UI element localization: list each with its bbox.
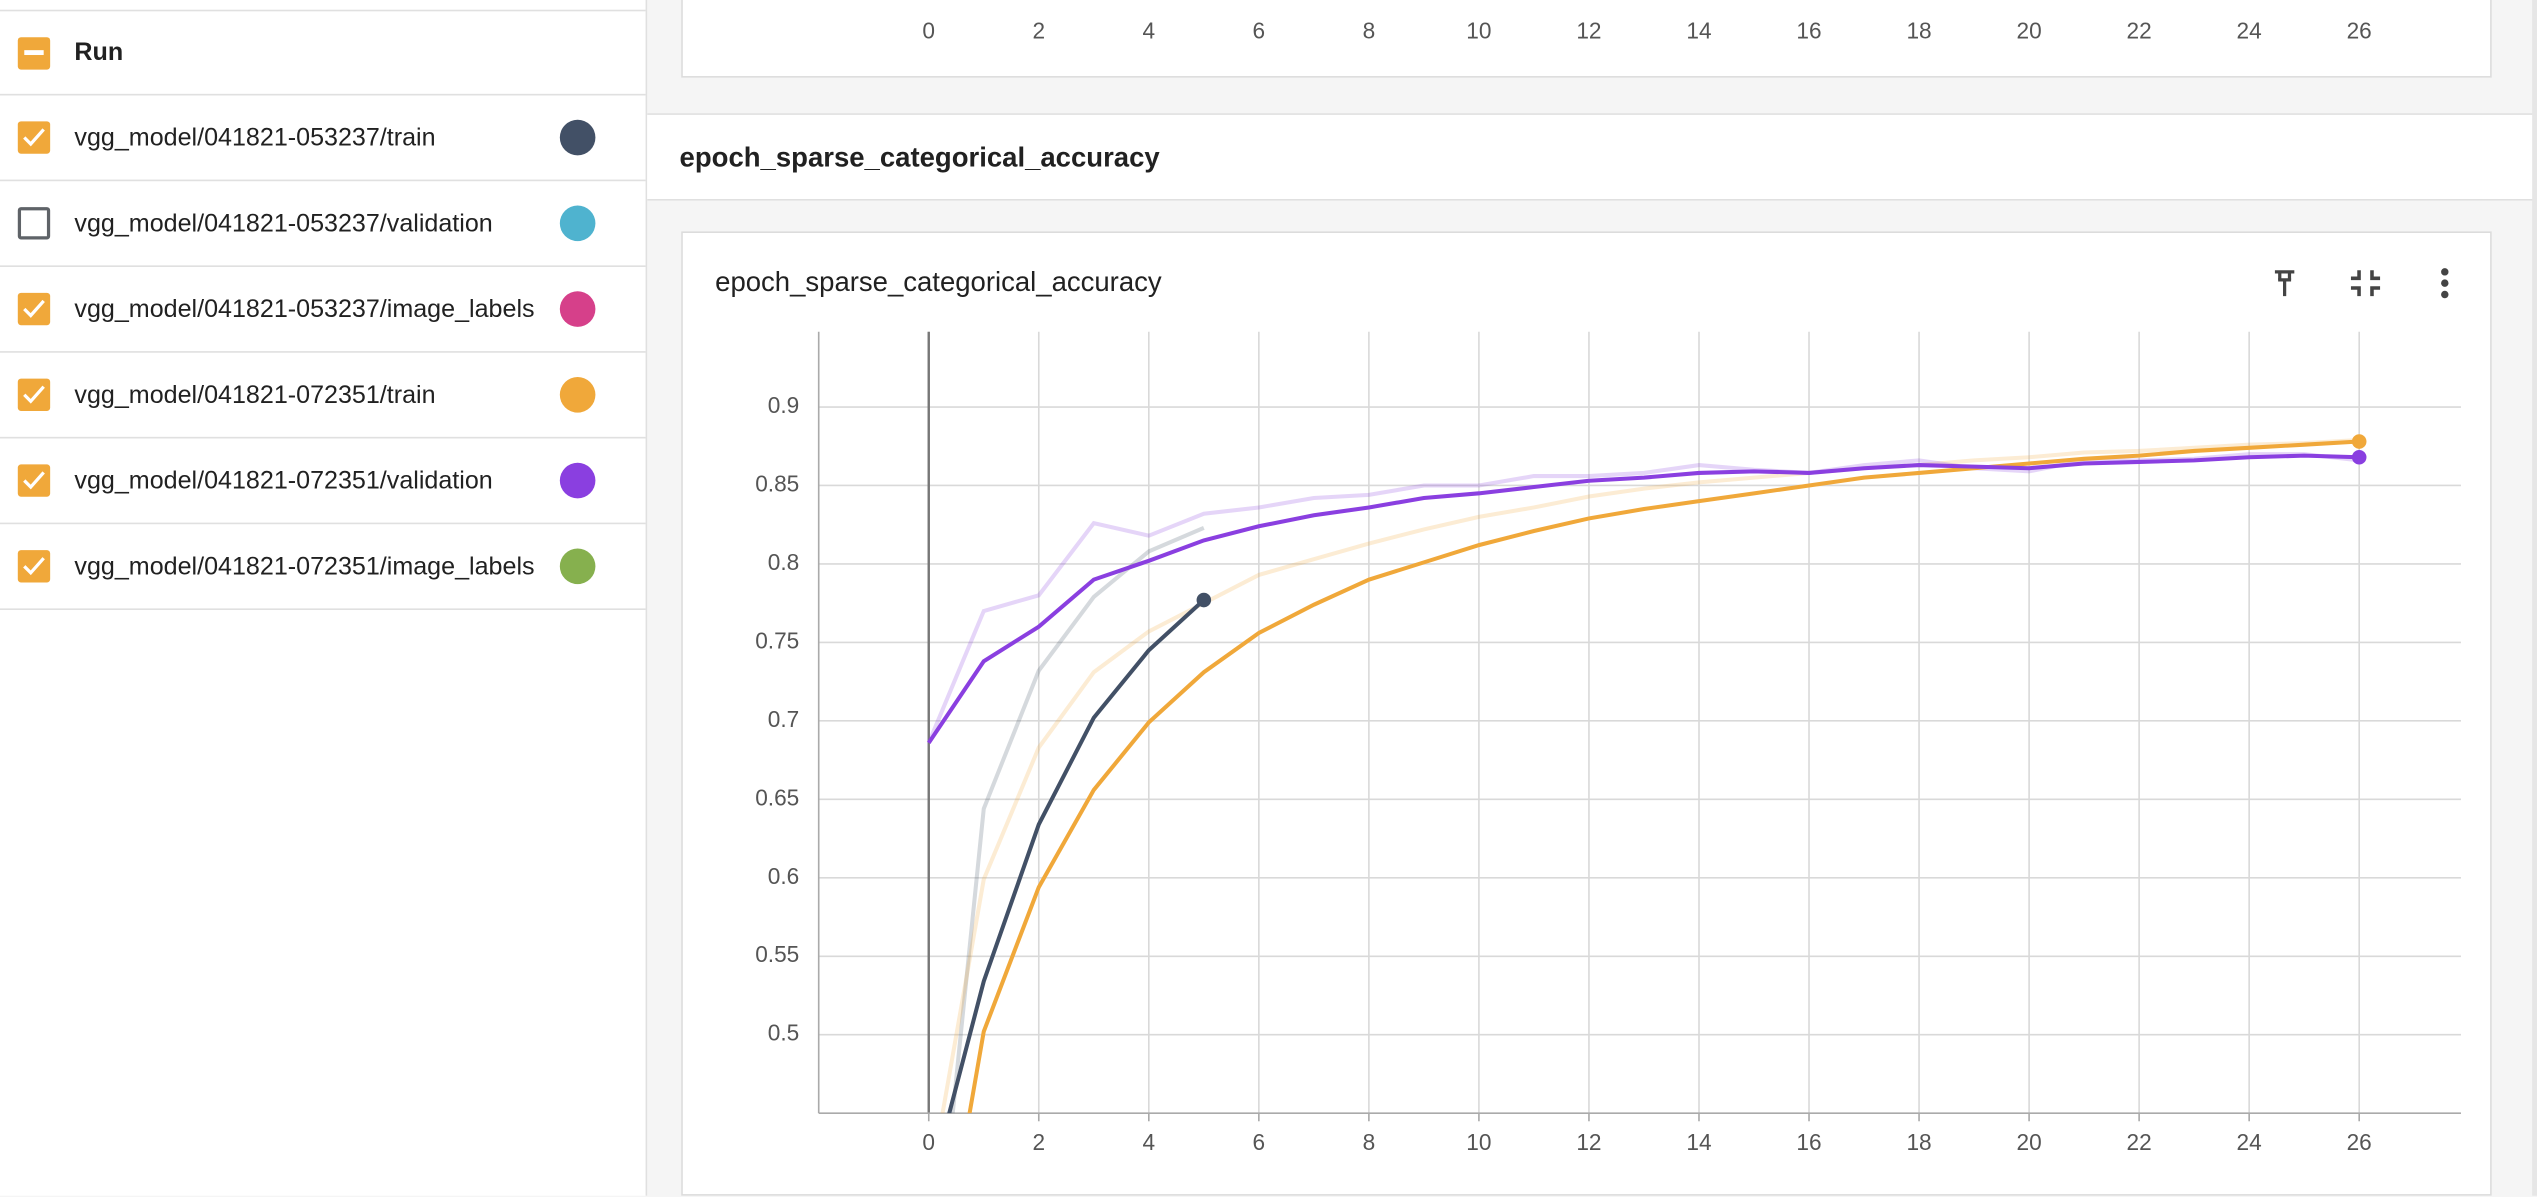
x-tick-label: 6 <box>1253 1129 1266 1155</box>
run-checkbox[interactable] <box>17 292 51 326</box>
check-icon <box>23 557 45 576</box>
x-tick-label: 22 <box>2127 1129 2152 1155</box>
x-tick-label: 24 <box>2237 1129 2262 1155</box>
collapse-button[interactable] <box>2350 270 2381 297</box>
card-toolbar <box>2274 268 2449 299</box>
previous-chart-axis: 0 2 4 6 8 10 12 14 16 18 20 22 24 26 <box>922 17 2372 43</box>
section-header: epoch_sparse_categorical_accuracy <box>647 113 2537 201</box>
run-checkbox[interactable] <box>17 550 51 583</box>
select-all-checkbox[interactable] <box>17 37 51 70</box>
x-tick-label: 26 <box>2347 17 2372 43</box>
smoothed-line <box>947 598 1206 1114</box>
y-tick-label: 0.8 <box>768 549 799 575</box>
run-name: vgg_model/041821-053237/image_labels <box>74 295 535 323</box>
x-tick-label: 4 <box>1143 1129 1156 1155</box>
main-panel: 0 2 4 6 8 10 12 14 16 18 20 22 24 26 epoch_sparse_cat… <box>647 0 2537 1196</box>
y-tick-label: 0.9 <box>768 392 799 418</box>
x-tick-label: 2 <box>1032 17 1045 43</box>
x-tick-label: 4 <box>1143 17 1156 43</box>
x-tick-label: 8 <box>1363 17 1376 43</box>
x-tick-label: 10 <box>1466 1129 1491 1155</box>
run-row: vgg_model/041821-053237/validation <box>0 181 646 267</box>
run-name: vgg_model/041821-072351/train <box>74 381 436 409</box>
x-tick-label: 12 <box>1576 1129 1601 1155</box>
run-checkbox[interactable] <box>17 378 51 411</box>
plot-area <box>926 437 2360 1114</box>
x-tick-label: 6 <box>1253 17 1266 43</box>
run-color-dot[interactable] <box>559 376 596 413</box>
y-tick-label: 0.85 <box>755 470 799 496</box>
run-name: vgg_model/041821-053237/train <box>74 123 436 152</box>
end-point <box>2351 434 2367 449</box>
raw-line <box>940 437 2360 1114</box>
x-tick-label: 16 <box>1796 17 1821 43</box>
raw-line <box>950 525 1205 1114</box>
run-selector: Run vgg_model/041821-053237/train vgg_mod… <box>0 0 648 1196</box>
y-tick-label: 0.65 <box>755 784 799 810</box>
x-tick-label: 0 <box>922 17 935 43</box>
check-icon <box>23 471 45 490</box>
x-tick-label: 20 <box>2016 1129 2041 1155</box>
chart: 0 2 4 6 8 10 12 14 16 18 20 22 24 260.50.550.60.650.7… <box>755 331 2461 1155</box>
run-row: vgg_model/041821-072351/image_labels <box>0 524 646 610</box>
more-menu-button[interactable] <box>2441 268 2449 299</box>
run-color-dot[interactable] <box>559 462 596 499</box>
check-icon <box>23 299 45 318</box>
run-color-dot[interactable] <box>559 291 596 327</box>
smoothed-line <box>927 453 2360 744</box>
x-tick-label: 0 <box>922 1129 935 1155</box>
y-tick-label: 0.7 <box>768 706 799 732</box>
previous-chart-card: 0 2 4 6 8 10 12 14 16 18 20 22 24 26 <box>681 0 2492 78</box>
chart-title: epoch_sparse_categorical_accuracy <box>715 266 1162 298</box>
run-row: vgg_model/041821-072351/train <box>0 353 646 439</box>
run-row: vgg_model/041821-053237/train <box>0 95 646 182</box>
y-tick-label: 0.75 <box>755 627 799 653</box>
smoothed-line <box>967 439 2360 1114</box>
x-tick-label: 18 <box>1906 17 1931 43</box>
y-tick-label: 0.6 <box>768 863 799 889</box>
end-point <box>2351 449 2367 465</box>
run-color-dot[interactable] <box>559 205 596 242</box>
x-tick-label: 20 <box>2016 17 2041 43</box>
run-color-dot[interactable] <box>559 548 596 585</box>
x-tick-label: 8 <box>1363 1129 1376 1155</box>
scrollbar-edge <box>2532 0 2537 1196</box>
x-tick-label: 22 <box>2127 17 2152 43</box>
x-tick-label: 26 <box>2347 1129 2372 1155</box>
run-checkbox[interactable] <box>17 121 51 154</box>
x-tick-label: 24 <box>2237 17 2262 43</box>
run-header-label: Run <box>74 38 124 67</box>
run-name: vgg_model/041821-072351/image_labels <box>74 552 535 581</box>
run-checkbox[interactable] <box>17 464 51 497</box>
x-tick-label: 12 <box>1576 17 1601 43</box>
x-tick-label: 10 <box>1466 17 1491 43</box>
run-checkbox[interactable] <box>17 207 51 240</box>
x-tick-label: 18 <box>1906 1129 1931 1155</box>
section-title: epoch_sparse_categorical_accuracy <box>679 142 1160 174</box>
y-tick-label: 0.5 <box>768 1020 799 1046</box>
raw-line <box>926 452 2360 744</box>
end-point <box>1196 592 1212 608</box>
run-name: vgg_model/041821-072351/validation <box>74 466 493 495</box>
check-icon <box>23 128 45 147</box>
run-name: vgg_model/041821-053237/validation <box>74 209 493 238</box>
pin-button[interactable] <box>2274 270 2295 297</box>
run-header: Run <box>0 9 646 96</box>
x-tick-label: 14 <box>1686 1129 1711 1155</box>
run-row: vgg_model/041821-072351/validation <box>0 438 646 525</box>
run-row: vgg_model/041821-053237/image_labels <box>0 267 646 353</box>
x-tick-label: 16 <box>1796 1129 1821 1155</box>
y-tick-label: 0.55 <box>755 941 799 967</box>
check-icon <box>23 385 45 404</box>
x-tick-label: 14 <box>1686 17 1711 43</box>
x-tick-label: 2 <box>1032 1129 1045 1155</box>
run-color-dot[interactable] <box>559 119 596 156</box>
